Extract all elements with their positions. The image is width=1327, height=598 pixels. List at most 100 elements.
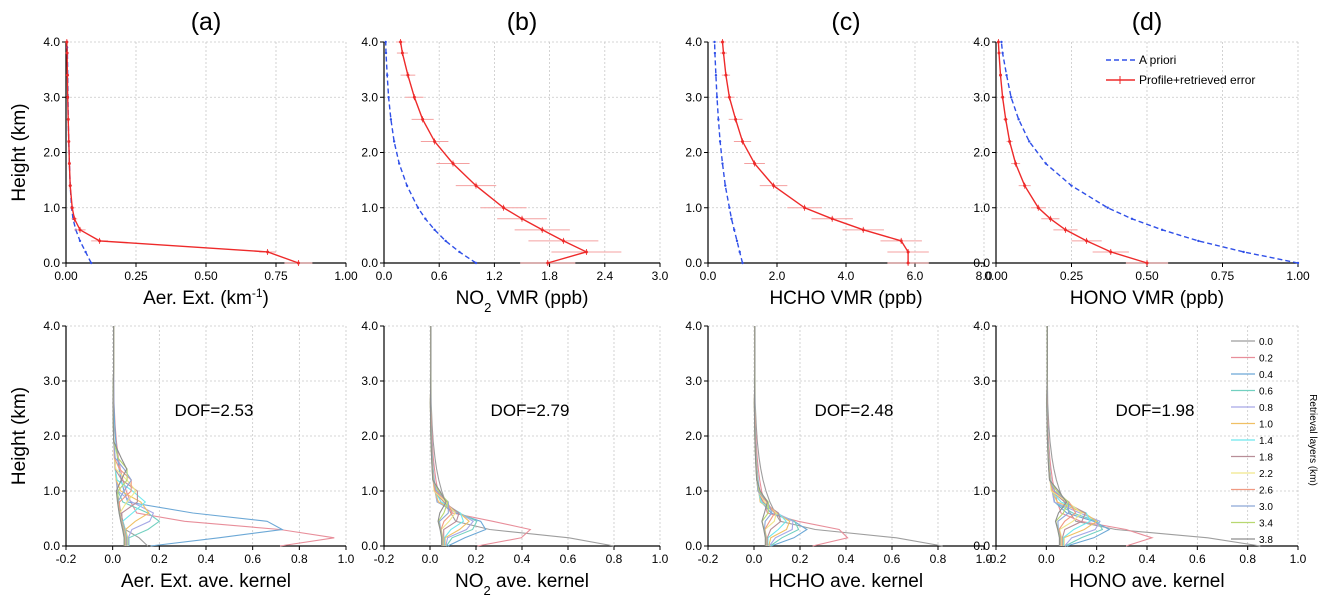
profile-point	[584, 250, 588, 254]
x-tick-label: 0.0	[376, 269, 393, 283]
profile-point	[68, 184, 72, 188]
y-tick-label: 3.0	[43, 374, 60, 388]
chart-panel-1: 0.00 0.25 0.50 0.75 1.00 0.0 1.0 2.0 3.0 4.0 Aer. …	[9, 8, 358, 309]
profile-point	[999, 73, 1003, 77]
kernel-legend: 0.0 0.2 0.4 0.6 0.8 1.0 1.4 1.8 2.2 2.6 3.0 3.4 3.8 R…	[1231, 337, 1318, 546]
apriori-point	[392, 140, 396, 143]
kernel-legend-label: 0.2	[1259, 354, 1273, 365]
x-tick-label: 2.4	[596, 269, 613, 283]
apriori-point	[1005, 73, 1008, 77]
x-tick-label: 0.75	[264, 269, 288, 283]
chart-panel-4: 0.00 0.25 0.50 0.75 1.00 0.0 1.0 2.0 3.0 4.0 HONO …	[973, 8, 1310, 309]
kernel-legend-label: 0.4	[1259, 370, 1273, 381]
y-tick-label: 0.0	[685, 256, 702, 270]
x-tick-label: 0.8	[1239, 552, 1256, 566]
x-tick-label: 1.0	[1290, 552, 1307, 566]
y-tick-label: 4.0	[43, 319, 60, 333]
apriori-point	[1009, 96, 1013, 99]
kernel-curve-0-6	[1046, 326, 1104, 547]
profile-point	[266, 250, 270, 254]
y-tick-label: 1.0	[685, 201, 702, 215]
apriori-point	[1070, 184, 1073, 187]
profile-point	[502, 206, 506, 210]
apriori-point	[1296, 261, 1300, 265]
profile-point	[861, 228, 865, 232]
series-profile-line	[721, 41, 909, 263]
profile-point	[66, 95, 70, 99]
profile-point	[1008, 139, 1012, 143]
y-tick-label: 2.0	[973, 146, 990, 160]
apriori-point	[1044, 162, 1048, 165]
apriori-point	[386, 73, 389, 77]
x-tick-label: 0.0	[700, 269, 717, 283]
profile-point	[520, 217, 524, 221]
series-apriori-line	[385, 41, 477, 264]
label-part: )	[263, 288, 269, 309]
apriori-point	[387, 96, 390, 99]
x-tick-label: 0.6	[884, 552, 901, 566]
kernel-legend-label: 2.2	[1259, 469, 1273, 480]
profile-point	[996, 40, 1000, 44]
y-tick-label: 1.0	[43, 201, 60, 215]
chart-panel-5: -0.2 0.0 0.2 0.4 0.6 0.8 1.00.01.02.03.04.0Aer…	[9, 319, 355, 592]
x-tick-label: 1.2	[486, 269, 503, 283]
kernel-curve-3-8	[753, 326, 768, 546]
x-tick-label: 1.0	[652, 552, 669, 566]
x-tick-label: 3.0	[652, 269, 669, 283]
apriori-point	[78, 239, 82, 243]
y-tick-label: 0.0	[973, 256, 990, 270]
apriori-point	[416, 206, 420, 209]
profile-point	[66, 117, 70, 121]
apriori-point	[90, 261, 93, 265]
x-tick-label: -0.2	[56, 552, 77, 566]
x-tick-label: 6.0	[907, 269, 924, 283]
apriori-point	[1130, 217, 1134, 220]
x-tick-label: 1.00	[334, 269, 358, 283]
y-tick-label: 1.0	[685, 484, 702, 498]
profile-point	[830, 217, 834, 221]
x-tick-label: 0.2	[792, 552, 809, 566]
x-tick-label: 0.2	[151, 552, 168, 566]
x-tick-label: 0.00	[54, 269, 78, 283]
profile-point	[753, 162, 757, 166]
y-tick-label: 3.0	[43, 90, 60, 104]
x-tick-label: -0.2	[698, 552, 719, 566]
apriori-point	[384, 40, 387, 44]
chart-panel-7: -0.2 0.0 0.2 0.4 0.6 0.8 1.00.01.02.03.04.0HCH…	[685, 319, 992, 592]
legend-profile-label: Profile+retrieved error	[1139, 73, 1255, 87]
profile-point	[1063, 228, 1067, 232]
apriori-point	[714, 73, 718, 77]
profile-point	[1085, 239, 1089, 243]
kernel-curve-3-8	[112, 326, 128, 546]
label-part: NO	[455, 571, 484, 592]
apriori-point	[444, 239, 447, 243]
profile-point	[1001, 95, 1005, 99]
x-tick-label: 0.2	[1088, 552, 1105, 566]
apriori-point	[458, 250, 461, 254]
x-tick-label: 1.0	[338, 552, 355, 566]
x-axis-label: Aer. Ext. (km-1)	[143, 286, 269, 309]
kernel-legend-label: 3.4	[1259, 519, 1273, 530]
label-part: VMR (ppb)	[491, 288, 588, 309]
x-tick-label: 1.00	[1286, 269, 1310, 283]
profile-point	[65, 73, 69, 77]
x-tick-label: 0.8	[930, 552, 947, 566]
x-tick-label: 1.8	[541, 269, 558, 283]
series-profile-line	[66, 41, 299, 264]
apriori-point	[1242, 250, 1245, 254]
y-tick-label: 2.0	[361, 429, 378, 443]
profile-point	[98, 239, 102, 243]
y-tick-label: 1.0	[361, 484, 378, 498]
x-axis-label: HCHO VMR (ppb)	[769, 288, 922, 309]
label-part: km	[227, 288, 252, 309]
kernel-curve-0-0	[1046, 326, 1261, 547]
apriori-point	[728, 206, 731, 209]
label-subscript: 2	[484, 300, 491, 315]
apriori-point	[1028, 140, 1031, 143]
y-tick-label: 0.0	[361, 539, 378, 553]
apriori-point	[738, 250, 741, 254]
x-tick-label: 0.00	[984, 269, 1008, 283]
apriori-point	[1017, 118, 1020, 121]
y-tick-label: 4.0	[43, 35, 60, 49]
